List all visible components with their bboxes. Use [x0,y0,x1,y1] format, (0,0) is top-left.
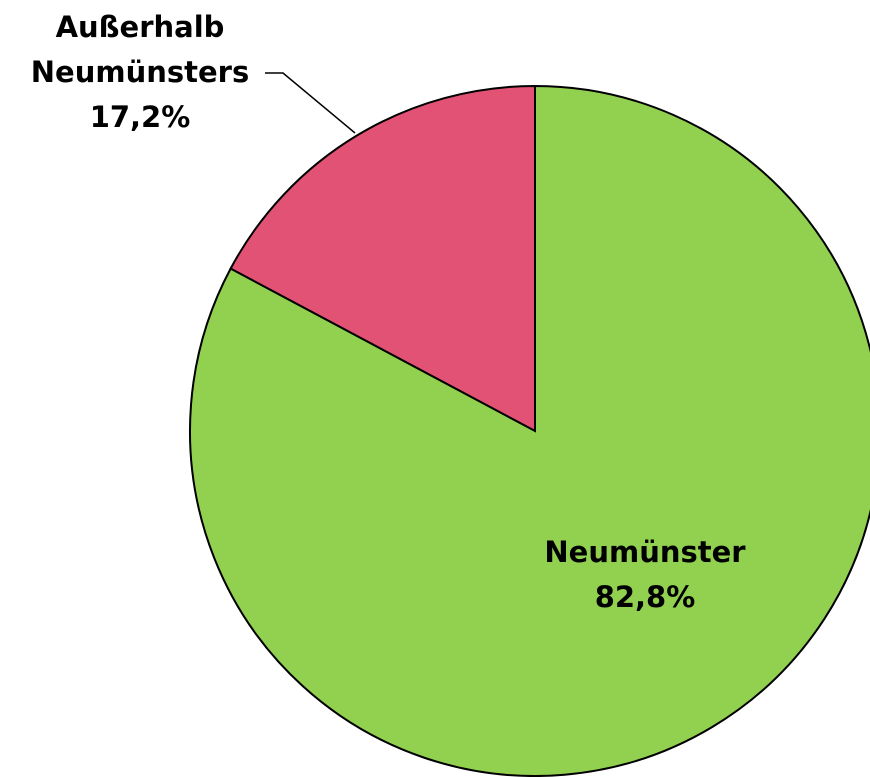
slice-label: Außerhalb Neumünsters 17,2% [10,5,270,140]
value-label: 17,2% [89,100,191,134]
pie-slice [189,84,870,777]
category-label: Neumünster [544,535,746,569]
pie-slice [229,84,536,433]
leader-line [265,72,356,134]
slice-label: Neumünster 82,8% [495,530,795,620]
category-label: Außerhalb Neumünsters [30,10,250,89]
value-label: 82,8% [594,580,696,614]
